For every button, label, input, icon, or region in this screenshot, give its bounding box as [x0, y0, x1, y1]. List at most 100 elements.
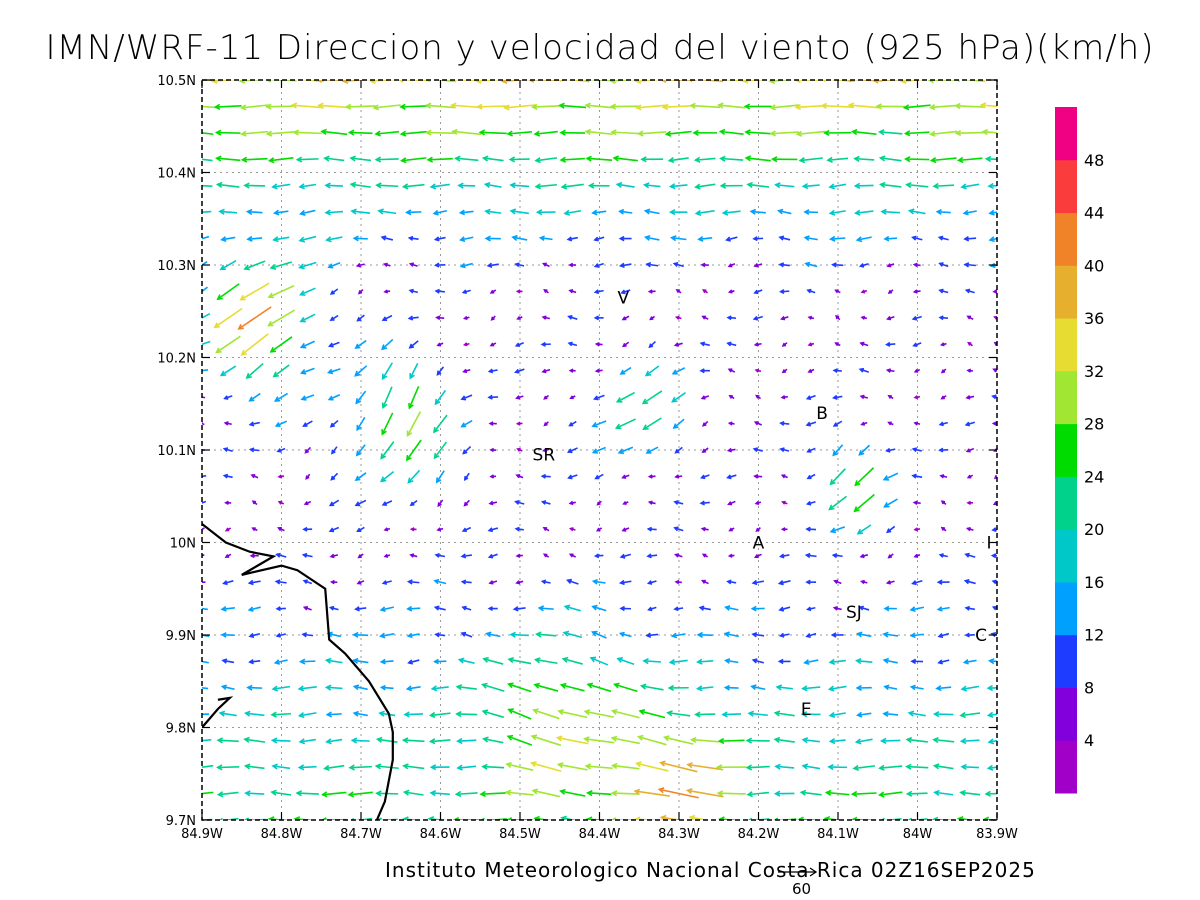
wind-vector: [803, 209, 819, 215]
wind-vector: [807, 315, 815, 320]
wind-vector: [267, 284, 295, 299]
wind-vector: [956, 815, 978, 820]
wind-vector: [987, 658, 997, 665]
wind-vector: [619, 553, 632, 559]
colorbar-segment: [1055, 634, 1077, 688]
wind-vector: [375, 790, 399, 797]
wind-vector: [202, 340, 211, 346]
wind-vector: [568, 500, 576, 506]
wind-vector: [779, 289, 790, 295]
wind-vector: [668, 209, 688, 216]
wind-vector: [542, 262, 550, 268]
wind-vector: [324, 684, 343, 691]
wind-vector: [887, 289, 894, 295]
footer-credit: Instituto Meteorologico Nacional Costa R…: [385, 858, 1036, 882]
colorbar-segment: [1055, 740, 1077, 794]
wind-vector: [298, 738, 316, 745]
wind-vector: [883, 498, 898, 508]
wind-vector: [484, 208, 502, 215]
wind-vector: [292, 129, 322, 136]
wind-vector: [425, 129, 455, 136]
wind-vector: [686, 762, 724, 771]
wind-vector: [505, 761, 534, 771]
wind-vector: [202, 286, 209, 293]
city-label: V: [618, 288, 630, 308]
wind-vector: [991, 605, 997, 611]
wind-vector: [674, 315, 682, 320]
wind-vector: [483, 181, 502, 189]
wind-vector: [725, 236, 738, 242]
wind-vector: [374, 763, 399, 770]
wind-vector: [751, 658, 764, 664]
wind-vector: [993, 448, 997, 453]
colorbar-label: 48: [1084, 151, 1104, 170]
wind-vector: [854, 657, 873, 665]
wind-vector: [594, 368, 603, 374]
wind-vector: [202, 210, 212, 213]
wind-vector: [700, 579, 709, 585]
wind-vector: [907, 817, 928, 820]
wind-vector: [912, 262, 921, 268]
wind-vector: [807, 368, 815, 373]
wind-vector: [773, 790, 795, 797]
wind-vector: [484, 235, 501, 242]
wind-vector: [929, 157, 957, 164]
wind-vector: [488, 580, 498, 585]
wind-vector: [563, 604, 581, 612]
wind-vector: [325, 711, 342, 718]
wind-vector: [905, 181, 929, 189]
wind-vector: [935, 685, 952, 692]
wind-vector: [913, 553, 921, 558]
wind-vector: [490, 315, 496, 321]
wind-vector: [341, 80, 373, 85]
wind-vector: [377, 208, 397, 215]
wind-vector: [320, 128, 348, 136]
wind-vector: [726, 315, 736, 321]
wind-vector: [965, 447, 975, 453]
wind-vector: [674, 553, 683, 558]
wind-vector: [701, 315, 709, 320]
wind-vector: [402, 816, 423, 820]
wind-vector: [960, 763, 980, 771]
wind-vector: [886, 263, 895, 268]
wind-vector: [595, 527, 603, 532]
wind-vector: [408, 288, 419, 294]
wind-vector: [727, 262, 736, 268]
wind-vector: [824, 789, 850, 796]
wind-vector: [858, 263, 869, 268]
wind-vector: [913, 421, 921, 426]
wind-vector: [726, 474, 737, 480]
wind-vector: [832, 368, 842, 373]
wind-vector: [773, 710, 795, 717]
wind-vector: [859, 341, 869, 347]
wind-vector: [612, 155, 638, 162]
wind-vector: [239, 104, 269, 111]
wind-vector: [806, 473, 816, 480]
wind-vector: [487, 527, 499, 533]
wind-vector: [543, 394, 550, 400]
wind-vector: [617, 446, 634, 455]
wind-vector: [428, 711, 451, 719]
wind-vector: [381, 412, 394, 436]
wind-vector: [478, 129, 507, 136]
wind-vector: [911, 473, 923, 479]
city-labels: V SR B A I SJ C E: [533, 288, 992, 720]
wind-vector: [329, 553, 339, 559]
wind-vector: [202, 369, 209, 372]
city-label: I: [987, 534, 992, 554]
wind-vector: [354, 339, 367, 349]
wind-vector: [251, 500, 258, 506]
wind-vector: [403, 711, 424, 718]
wind-vector: [556, 762, 588, 771]
wind-vector: [886, 525, 896, 534]
colorbar-label: 16: [1084, 573, 1104, 592]
wind-vector: [993, 475, 997, 480]
wind-vector: [202, 687, 209, 690]
wind-vector: [222, 473, 233, 479]
wind-vector: [745, 737, 770, 744]
wind-vector: [829, 526, 846, 534]
wind-vector: [591, 578, 606, 585]
wind-vector: [514, 526, 524, 532]
wind-vector: [482, 736, 504, 744]
